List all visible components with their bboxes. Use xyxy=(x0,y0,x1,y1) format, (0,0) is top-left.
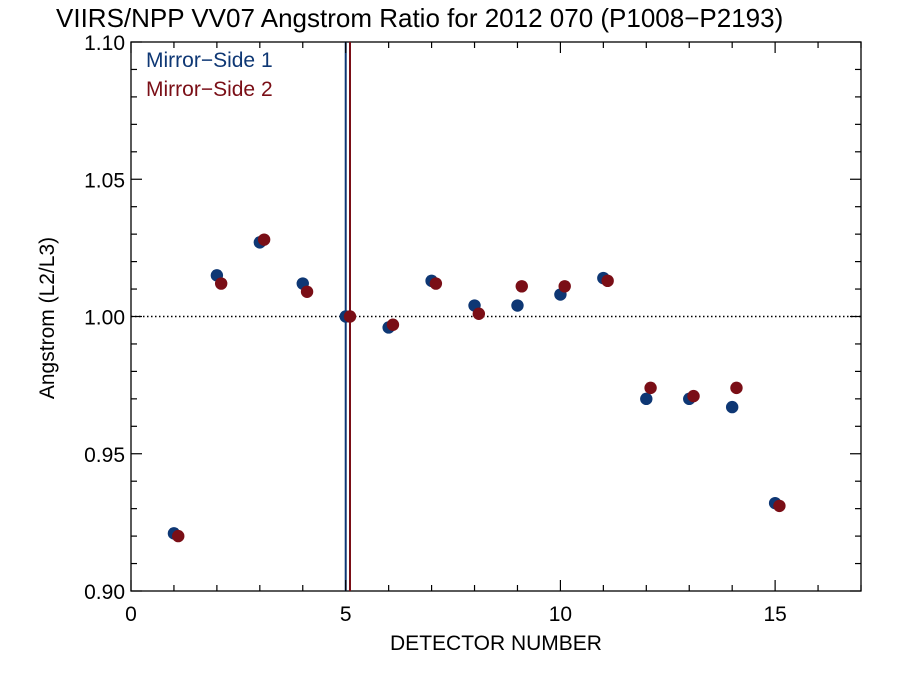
data-point-mirror-side-2 xyxy=(343,310,357,323)
y-tick-label: 1.05 xyxy=(84,169,125,192)
data-point-mirror-side-2 xyxy=(773,499,786,513)
y-tick-label: 0.90 xyxy=(84,581,125,604)
x-tick-label: 10 xyxy=(549,603,572,626)
data-point-mirror-side-2 xyxy=(601,274,614,288)
x-tick-label: 5 xyxy=(340,603,352,626)
chart-title: VIIRS/NPP VV07 Angstrom Ratio for 2012 0… xyxy=(56,3,783,33)
data-point-mirror-side-2 xyxy=(644,381,657,395)
y-axis-label: Angstrom (L2/L3) xyxy=(36,237,59,399)
data-point-mirror-side-1 xyxy=(511,299,524,312)
y-tick-label: 1.00 xyxy=(84,307,125,330)
data-point-mirror-side-2 xyxy=(730,381,743,395)
data-point-mirror-side-1 xyxy=(640,392,653,406)
legend: Mirror−Side 1 Mirror−Side 2 xyxy=(146,49,273,101)
axis-ticks xyxy=(130,41,862,592)
y-tick-label: 1.10 xyxy=(84,32,125,55)
data-point-mirror-side-2 xyxy=(429,277,443,290)
x-tick-label: 15 xyxy=(763,603,786,626)
data-point-mirror-side-2 xyxy=(214,277,228,290)
data-point-mirror-side-1 xyxy=(725,400,739,414)
data-point-mirror-side-2 xyxy=(172,529,185,543)
data-points xyxy=(167,233,786,543)
data-point-mirror-side-2 xyxy=(472,307,486,320)
legend-entry-mirror-side-2: Mirror−Side 2 xyxy=(146,78,273,101)
y-tick-label: 0.95 xyxy=(84,444,125,467)
data-point-mirror-side-2 xyxy=(558,280,571,293)
legend-entry-mirror-side-1: Mirror−Side 1 xyxy=(146,49,273,72)
data-point-mirror-side-2 xyxy=(300,285,314,298)
x-tick-label: 0 xyxy=(125,603,137,626)
data-point-mirror-side-2 xyxy=(687,389,700,403)
axis-tick-labels: 0 5 10 15 0.90 0.95 1.00 1.05 1.10 xyxy=(84,32,787,626)
reference-lines xyxy=(131,42,861,591)
data-point-mirror-side-2 xyxy=(386,318,400,331)
data-point-mirror-side-2 xyxy=(257,233,271,246)
data-point-mirror-side-2 xyxy=(515,280,528,293)
x-axis-label: DETECTOR NUMBER xyxy=(390,632,602,655)
